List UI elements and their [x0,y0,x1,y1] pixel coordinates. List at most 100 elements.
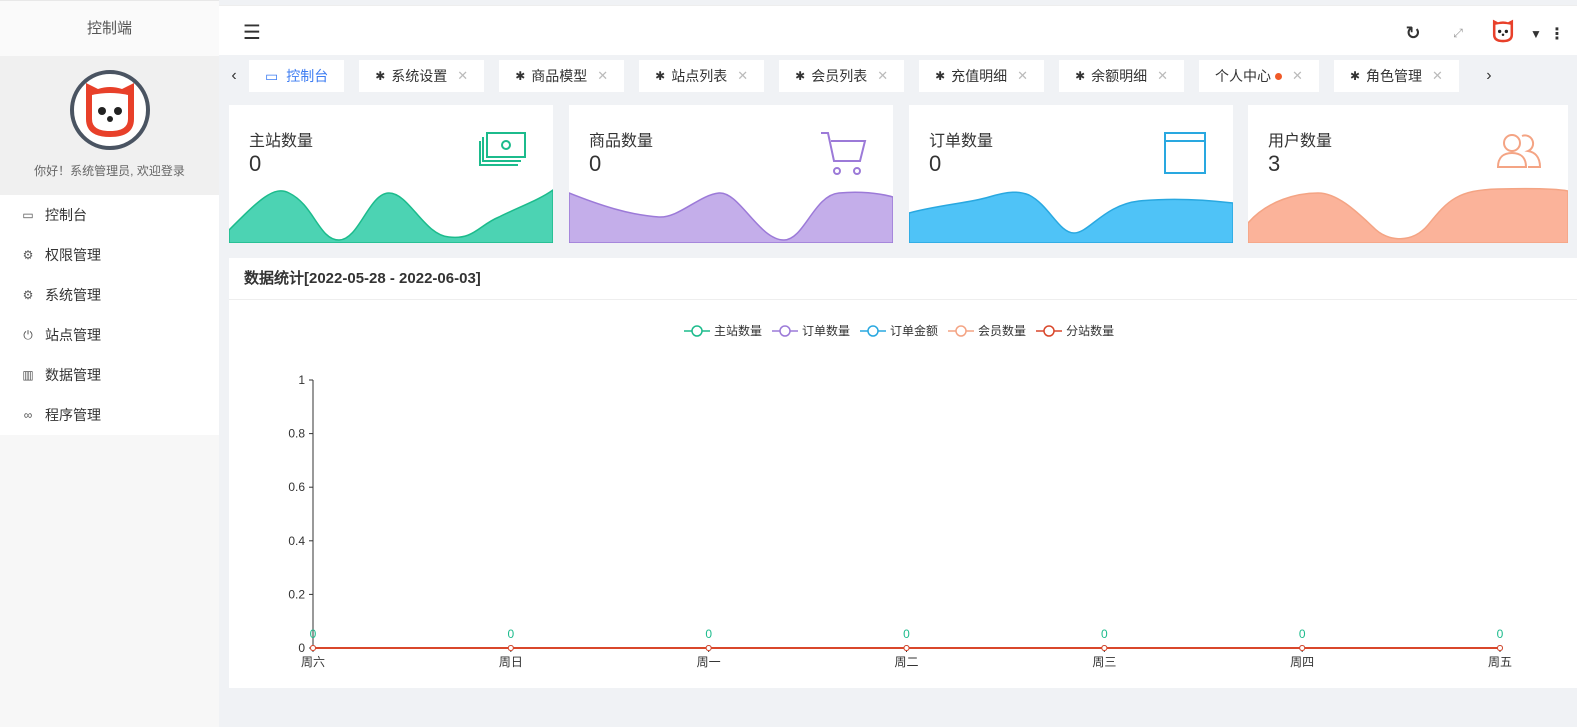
x-tick-label: 周三 [1092,655,1116,669]
legend-label: 订单金额 [890,324,939,338]
data-point [1497,645,1503,651]
stat-icon [479,131,527,172]
sidebar-item-label: 系统管理 [45,287,101,303]
stat-value: 0 [589,151,602,176]
close-tab-icon[interactable]: ✕ [1432,68,1443,83]
sidebar-item-sites[interactable]: ⏻ 站点管理 [0,315,219,355]
legend-label: 分站数量 [1066,324,1115,338]
data-label: 0 [903,627,910,641]
fullscreen-icon[interactable]: ⤢ [1453,26,1463,40]
tab-label: 角色管理 [1366,68,1423,84]
monitor-icon: ▭ [22,208,34,222]
tab-label: 充值明细 [951,68,1008,84]
tab-item[interactable]: ✱ 会员列表 ✕ [779,60,905,92]
tab-item[interactable]: ▭ 控制台 [249,60,345,92]
x-tick-label: 周二 [894,655,918,669]
x-tick-label: 周六 [301,655,325,669]
tab-label: 系统设置 [391,68,448,84]
close-tab-icon[interactable]: ✕ [737,68,749,83]
data-label: 0 [310,627,317,641]
data-point [507,645,514,651]
stat-value: 3 [1268,151,1281,176]
tab-label: 控制台 [286,68,329,84]
stat-title: 主站数量 [249,133,314,150]
sidebar-item-label: 数据管理 [45,367,101,383]
legend-item[interactable]: 主站数量 [684,322,762,339]
close-tab-icon[interactable]: ✕ [597,68,609,83]
data-label: 0 [705,627,712,641]
close-tab-icon[interactable]: ✕ [457,68,469,83]
sidebar-item-label: 程序管理 [45,407,101,423]
stat-card: 主站数量 0 [229,105,553,243]
stat-title: 订单数量 [929,133,994,150]
wave-decoration [909,191,1233,243]
stat-value: 0 [249,151,262,176]
more-vertical-icon[interactable]: ⋮ [1549,25,1565,43]
close-tab-icon[interactable]: ✕ [1157,68,1169,83]
legend-item[interactable]: 分站数量 [1036,322,1114,339]
data-label: 0 [1497,627,1504,641]
user-avatar[interactable] [1483,18,1523,49]
sidebar-item-programs[interactable]: ∞ 程序管理 [0,395,219,435]
y-tick-label: 0.2 [288,587,305,601]
top-header: ☰ ↻ ⤢ ▼ ⋮ [219,5,1577,55]
sidebar-item-permissions[interactable]: ⚙ 权限管理 [0,235,219,275]
y-tick-label: 0.6 [288,480,305,494]
tab-item[interactable]: ✱ 站点列表 ✕ [639,60,765,92]
legend-item[interactable]: 订单数量 [772,322,850,339]
data-point [1299,645,1306,651]
stat-card: 用户数量 3 [1248,105,1568,243]
stat-card: 订单数量 0 [909,105,1233,243]
tabs-next-icon[interactable]: › [1486,67,1492,84]
close-tab-icon[interactable]: ✕ [1292,68,1303,83]
close-tab-icon[interactable]: ✕ [1017,68,1029,83]
tab-label: 个人中心 [1215,68,1272,84]
tab-item[interactable]: ✱ 充值明细 ✕ [919,60,1045,92]
sidebar-menu: ▭ 控制台 ⚙ 权限管理 ⚙ 系统管理 ⏻ 站点管理 ▥ 数据管理 ∞ 程序管理 [0,195,219,435]
tab-item[interactable]: ✱ 角色管理 ✕ [1333,60,1459,92]
tab-label: 商品模型 [531,68,588,84]
tab-item[interactable]: ✱ 余额明细 ✕ [1059,60,1185,92]
stat-card: 商品数量 0 [569,105,893,243]
x-tick-label: 周一 [697,655,721,669]
palm-icon: ✱ [1349,69,1361,83]
collapse-menu-icon[interactable]: ☰ [243,22,261,44]
wave-decoration [229,189,553,243]
legend-item[interactable]: 会员数量 [948,322,1026,339]
sidebar-item-dashboard[interactable]: ▭ 控制台 [0,195,219,235]
tab-item[interactable]: ✱ 系统设置 ✕ [359,60,485,92]
tab-item[interactable]: 个人中心 ✕ [1199,60,1319,92]
chart-legend: 主站数量 订单数量 订单金额 会员数量 分站数量 [684,322,1114,339]
y-tick-label: 0.4 [288,534,305,548]
sidebar-item-label: 站点管理 [45,327,101,343]
avatar[interactable] [69,70,150,150]
legend-item[interactable]: 订单金额 [860,322,938,339]
legend-marker-icon [772,324,799,337]
tab-item[interactable]: ✱ 商品模型 ✕ [499,60,625,92]
panel-title: 数据统计[2022-05-28 - 2022-06-03] [229,258,1577,300]
tab-label: 站点列表 [671,68,728,84]
stat-icon [819,131,867,182]
caret-down-icon[interactable]: ▼ [1530,26,1542,41]
legend-label: 订单数量 [802,324,851,338]
close-tab-icon[interactable]: ✕ [877,68,889,83]
tabs-prev-icon[interactable]: ‹ [231,67,237,84]
legend-marker-icon [684,324,710,337]
unsaved-dot [1275,72,1283,80]
data-label: 0 [1299,627,1306,641]
data-point [903,645,910,651]
refresh-icon[interactable]: ↻ [1405,23,1421,43]
gear-icon: ⚙ [22,288,34,302]
stat-title: 商品数量 [589,133,654,150]
sidebar-item-system[interactable]: ⚙ 系统管理 [0,275,219,315]
sidebar-item-data[interactable]: ▥ 数据管理 [0,355,219,395]
stat-icon [1163,131,1207,180]
palm-icon: ✱ [655,69,666,83]
sidebar-item-label: 权限管理 [45,247,101,263]
wave-decoration [569,191,893,243]
data-label: 0 [1101,627,1108,641]
data-point [705,645,712,651]
stat-icon [1496,131,1542,174]
table-icon: ▥ [22,368,34,382]
welcome-text: 你好！系统管理员, 欢迎登录 [34,164,185,178]
